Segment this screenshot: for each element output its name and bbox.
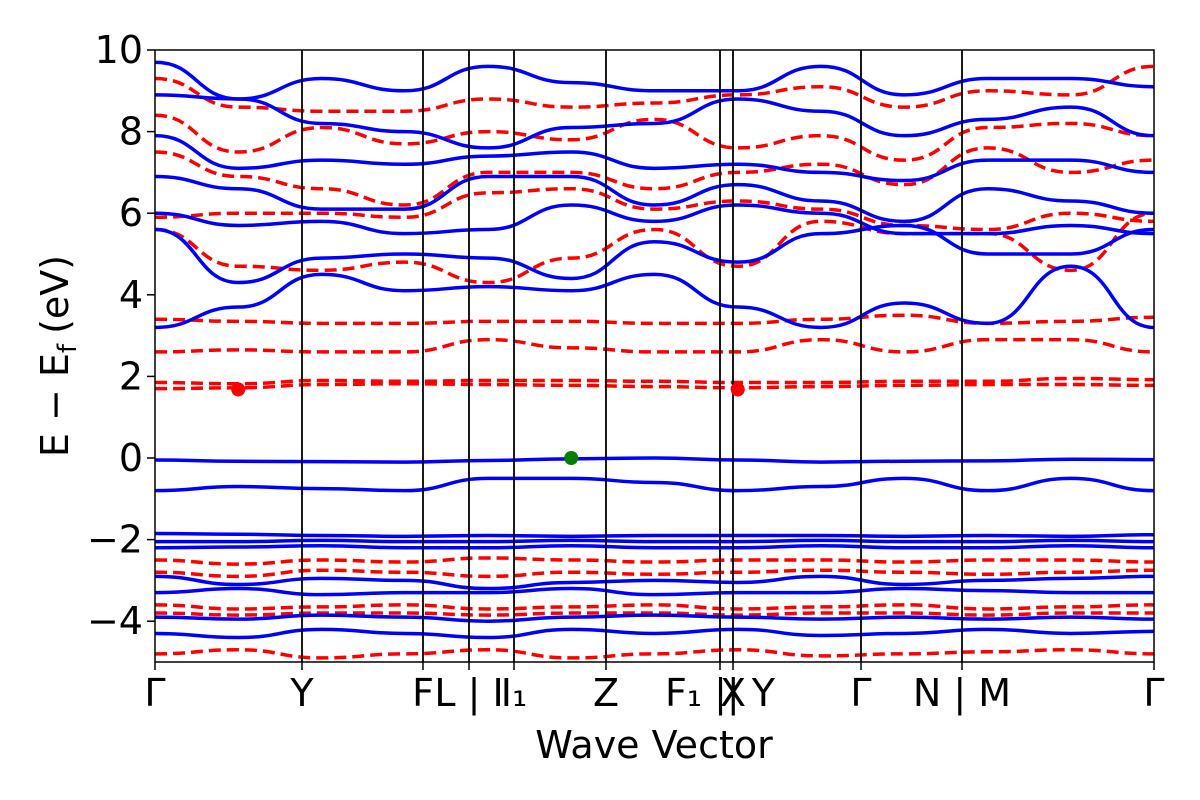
- x-tick-label: Z: [593, 671, 619, 715]
- y-tick-label: 2: [119, 354, 143, 398]
- y-tick-label: −2: [87, 518, 143, 562]
- band-line-solid: [155, 174, 1154, 224]
- band-line-solid: [155, 538, 1154, 544]
- y-tick-label: −4: [87, 599, 143, 643]
- band-line-dashed: [155, 211, 1154, 285]
- band-line-solid: [155, 586, 1154, 597]
- band-line-dashed: [155, 146, 1154, 207]
- band-line-dashed: [155, 376, 1154, 386]
- band-line-solid: [155, 613, 1154, 623]
- band-line-dashed: [155, 381, 1154, 391]
- band-line-solid: [155, 627, 1154, 640]
- band-line-solid: [155, 543, 1154, 550]
- y-tick-label: 10: [95, 28, 143, 72]
- extrema-markers: [231, 382, 745, 465]
- band-line-dashed: [155, 113, 1154, 162]
- band-line-dashed: [155, 337, 1154, 354]
- x-tick-label: Γ: [850, 671, 871, 715]
- band-line-dashed: [155, 64, 1154, 113]
- x-tick-label: F: [412, 671, 434, 715]
- x-tick-label: Y: [289, 671, 314, 715]
- band-line-dashed: [155, 186, 1154, 232]
- x-tick-label: L | I: [434, 671, 503, 716]
- bands-layer: [155, 60, 1154, 660]
- y-axis: −4 −2 0 2 4 6 8 10: [87, 28, 155, 643]
- band-line-solid: [155, 476, 1154, 493]
- band-line-dashed: [155, 556, 1154, 566]
- y-axis-title-main: E − E: [33, 353, 77, 457]
- y-tick-label: 6: [119, 191, 143, 235]
- band-line-dashed: [155, 648, 1154, 660]
- y-axis-title-sub: f: [53, 343, 83, 353]
- x-tick-label: N | M: [913, 671, 1011, 716]
- x-tick-label: Γ: [144, 671, 165, 715]
- k-path-separators: [301, 50, 963, 662]
- x-tick-label: Γ: [1143, 671, 1164, 715]
- band-line-dashed: [155, 611, 1154, 617]
- cbm-marker: [730, 382, 745, 397]
- band-line-solid: [155, 264, 1154, 330]
- x-axis-title: Wave Vector: [535, 723, 773, 767]
- band-line-solid: [155, 531, 1154, 539]
- x-tick-label: I₁: [501, 671, 527, 715]
- y-tick-label: 8: [119, 110, 143, 154]
- band-line-solid: [155, 133, 1154, 183]
- vbm-marker: [564, 451, 579, 465]
- x-tick-label: X: [720, 671, 746, 715]
- y-tick-label: 0: [119, 436, 143, 480]
- band-line-solid: [155, 60, 1154, 101]
- band-line-solid: [155, 223, 1154, 285]
- x-tick-label: F₁ || Y: [665, 671, 776, 716]
- band-line-solid: [155, 574, 1154, 591]
- band-line-solid: [155, 93, 1154, 150]
- y-axis-title: E − Ef (eV): [33, 255, 83, 457]
- band-line-solid: [155, 456, 1154, 464]
- band-line-dashed: [155, 568, 1154, 579]
- y-tick-label: 4: [119, 273, 143, 317]
- plot-frame: [154, 49, 1155, 663]
- cbm-marker: [231, 382, 246, 397]
- band-line-dashed: [155, 603, 1154, 611]
- y-axis-title-unit: (eV): [33, 255, 77, 334]
- band-line-solid: [155, 203, 1154, 236]
